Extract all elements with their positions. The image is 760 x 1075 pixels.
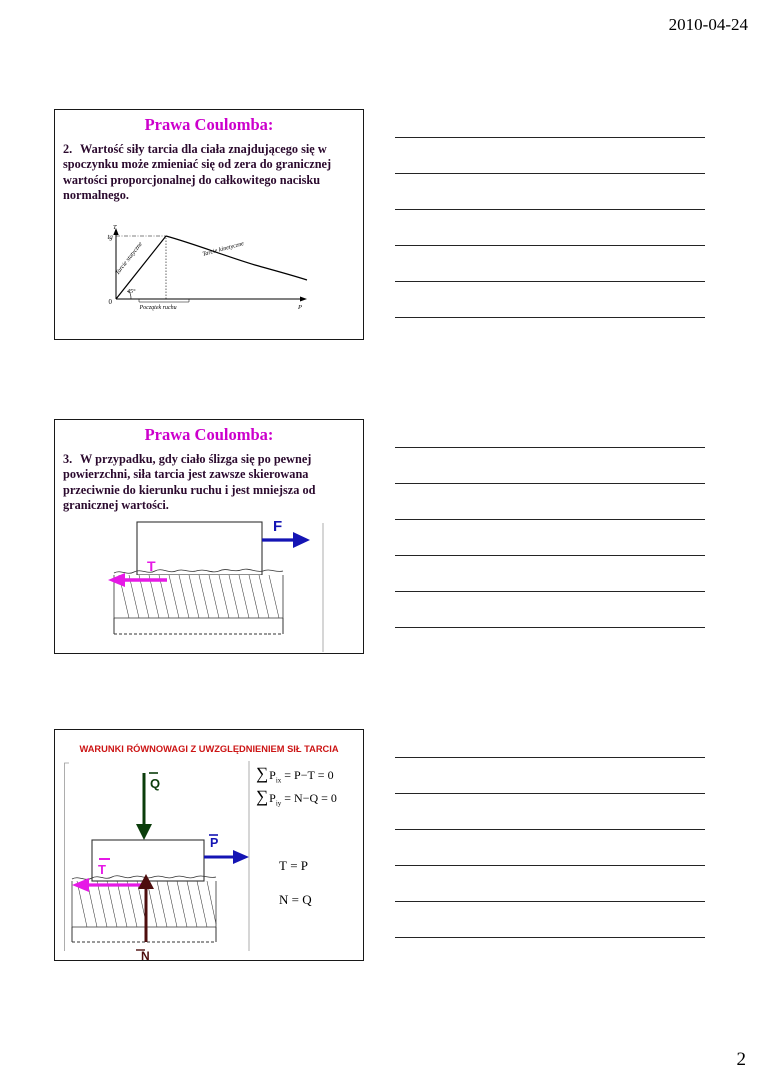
svg-text:0: 0 bbox=[109, 299, 113, 306]
svg-text:tg: tg bbox=[108, 234, 114, 241]
svg-text:T: T bbox=[147, 558, 156, 574]
svg-text:Tarcie statyczne: Tarcie statyczne bbox=[114, 241, 144, 277]
svg-text:N: N bbox=[141, 949, 150, 962]
svg-text:45°: 45° bbox=[127, 288, 136, 295]
svg-text:P: P bbox=[210, 836, 218, 850]
svg-text:T: T bbox=[98, 862, 106, 877]
svg-text:Początek ruchu: Początek ruchu bbox=[139, 305, 177, 311]
svg-text:T: T bbox=[113, 224, 117, 231]
svg-text:F: F bbox=[273, 518, 282, 535]
svg-text:P: P bbox=[297, 304, 302, 311]
svg-text:Q: Q bbox=[150, 776, 160, 791]
